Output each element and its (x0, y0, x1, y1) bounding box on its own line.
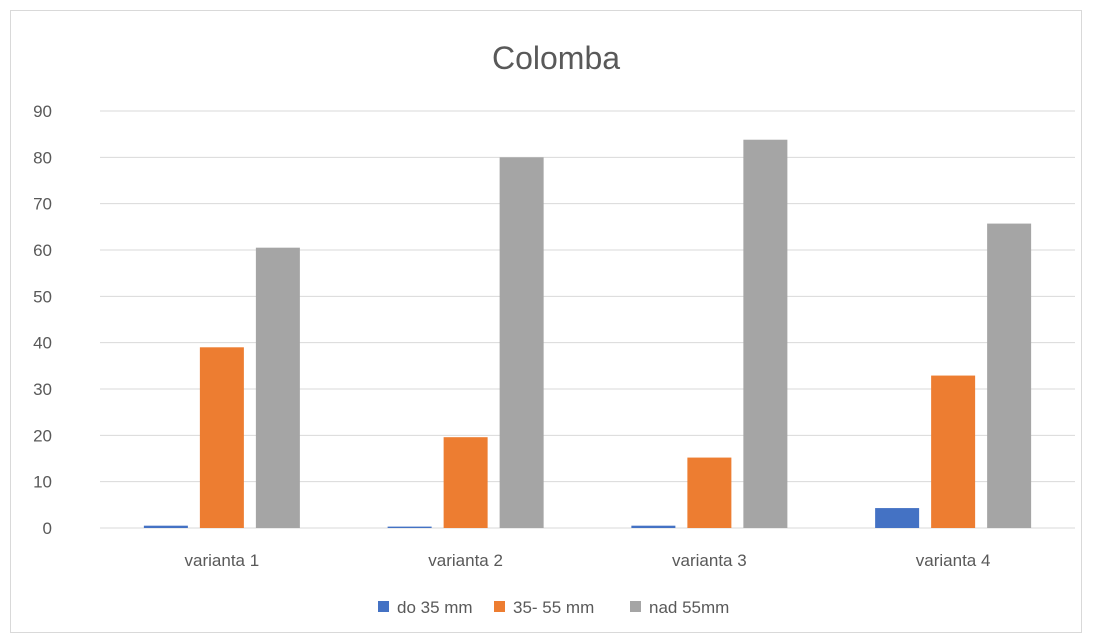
y-tick-label: 50 (33, 287, 52, 306)
x-axis-ticks: varianta 1 varianta 2 varianta 3 varianta 4 (185, 551, 991, 570)
gridlines (100, 110, 1075, 529)
y-tick-label: 10 (33, 473, 52, 492)
legend-swatch (494, 601, 505, 612)
chart-area (10, 10, 1082, 633)
bar-nad-55mm-4 (987, 223, 1032, 528)
legend-swatch (630, 601, 641, 612)
legend-label: 35- 55 mm (513, 598, 594, 617)
bar-do-35-mm-3 (631, 525, 676, 528)
chart-title: Colomba (492, 40, 620, 76)
y-tick-label: 60 (33, 241, 52, 260)
legend-label: nad 55mm (649, 598, 729, 617)
y-tick-label: 20 (33, 426, 52, 445)
bar-do-35-mm-2 (387, 526, 432, 528)
bar-35-55-mm-2 (443, 437, 488, 528)
bar-do-35-mm-1 (143, 525, 188, 528)
bar-35-55-mm-3 (687, 457, 732, 528)
y-tick-label: 40 (33, 334, 52, 353)
bar-nad-55mm-3 (743, 139, 788, 528)
y-tick-label: 80 (33, 148, 52, 167)
x-tick-label: varianta 2 (428, 551, 503, 570)
legend: do 35 mm 35- 55 mm nad 55mm (378, 598, 729, 617)
bar-nad-55mm-1 (255, 247, 300, 528)
y-tick-label: 30 (33, 380, 52, 399)
bar-do-35-mm-4 (875, 508, 920, 528)
x-tick-label: varianta 3 (672, 551, 747, 570)
x-tick-label: varianta 1 (185, 551, 260, 570)
y-tick-label: 90 (33, 102, 52, 121)
bar-35-55-mm-4 (931, 375, 976, 528)
bar-nad-55mm-2 (499, 157, 544, 529)
x-tick-label: varianta 4 (916, 551, 991, 570)
y-tick-label: 0 (43, 519, 52, 538)
legend-label: do 35 mm (397, 598, 473, 617)
y-tick-label: 70 (33, 195, 52, 214)
y-axis-ticks: 0 10 20 30 40 50 60 70 80 90 (33, 102, 52, 538)
legend-swatch (378, 601, 389, 612)
bars (143, 139, 1032, 529)
bar-35-55-mm-1 (199, 347, 244, 528)
